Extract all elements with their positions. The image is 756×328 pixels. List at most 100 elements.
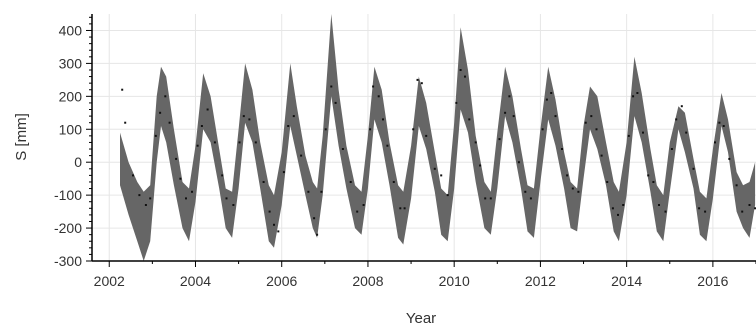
data-point: [664, 210, 667, 213]
data-point: [504, 111, 507, 114]
uncertainty-band: [120, 14, 756, 261]
data-point: [164, 95, 167, 98]
data-point: [320, 190, 323, 193]
data-point: [403, 207, 406, 210]
data-point: [273, 223, 275, 226]
data-point: [512, 115, 515, 118]
x-tick-label: 2002: [94, 273, 125, 289]
data-point: [334, 101, 337, 104]
x-tick-label: 2006: [266, 273, 297, 289]
data-point: [590, 115, 593, 118]
data-point: [524, 190, 527, 193]
data-point: [595, 128, 598, 131]
data-point: [561, 148, 563, 150]
data-point: [300, 154, 303, 157]
data-point: [692, 167, 695, 170]
data-point: [369, 128, 372, 131]
data-point: [754, 207, 756, 210]
data-point: [517, 161, 520, 164]
data-point: [221, 174, 224, 177]
data-point: [498, 138, 501, 141]
data-point: [440, 174, 443, 177]
data-point: [386, 144, 389, 147]
data-point: [541, 128, 544, 131]
data-point: [225, 197, 228, 200]
y-axis-title: S [mm]: [13, 113, 30, 161]
data-point: [324, 128, 327, 131]
data-point: [144, 204, 147, 206]
data-point: [185, 197, 187, 200]
y-tick-label: 300: [59, 55, 83, 71]
data-point: [191, 190, 193, 193]
data-point: [377, 95, 380, 98]
data-point: [307, 190, 310, 193]
x-tick-label: 2008: [352, 273, 383, 289]
data-point: [372, 85, 375, 88]
data-point: [728, 157, 731, 160]
data-point: [658, 204, 660, 206]
data-point: [735, 184, 738, 187]
data-point: [571, 187, 574, 190]
data-point: [632, 95, 635, 98]
x-tick-label: 2016: [697, 273, 728, 289]
data-point: [611, 207, 614, 210]
data-point: [362, 204, 365, 206]
y-tick-label: -100: [54, 187, 82, 203]
data-point: [704, 210, 707, 213]
data-point: [685, 131, 688, 134]
x-tick-label: 2010: [439, 273, 470, 289]
x-tick-label: 2012: [525, 273, 556, 289]
data-point: [232, 204, 235, 206]
x-axis-title: Year: [406, 310, 436, 327]
data-point: [399, 207, 402, 210]
data-point: [545, 98, 548, 101]
y-tick-label: 400: [59, 22, 83, 38]
data-point: [627, 134, 630, 137]
data-point: [282, 171, 285, 174]
data-point: [425, 134, 428, 137]
axes: [86, 14, 756, 267]
data-point: [132, 174, 134, 177]
data-point: [316, 233, 319, 236]
data-point: [464, 75, 466, 78]
data-point: [508, 95, 511, 98]
data-point: [138, 194, 141, 197]
data-point: [617, 213, 619, 216]
data-point: [392, 181, 395, 183]
data-point: [356, 210, 359, 213]
data-point: [652, 181, 655, 183]
data-point: [606, 181, 609, 183]
data-point: [382, 118, 384, 121]
data-point: [248, 118, 251, 121]
x-tick-label: 2014: [611, 273, 642, 289]
x-tick-label: 2004: [180, 273, 211, 289]
data-point: [647, 174, 650, 177]
data-point: [242, 115, 245, 118]
data-point: [600, 154, 603, 157]
data-point: [206, 108, 209, 111]
data-point: [121, 88, 124, 91]
data-point: [479, 164, 482, 167]
data-point: [566, 174, 569, 177]
data-point: [584, 121, 587, 124]
y-tick-label: -200: [54, 220, 82, 236]
data-point: [446, 194, 449, 197]
data-point: [718, 121, 721, 124]
data-point: [168, 121, 171, 124]
data-point: [670, 148, 673, 150]
data-point: [484, 197, 487, 200]
data-point: [277, 230, 280, 233]
data-point: [254, 141, 257, 144]
data-point: [550, 92, 553, 94]
data-point: [154, 134, 157, 137]
y-tick-label: -300: [54, 253, 82, 269]
data-point: [636, 92, 639, 94]
data-point: [554, 115, 557, 118]
data-point: [577, 190, 580, 193]
data-point: [159, 111, 162, 114]
data-point: [455, 101, 458, 104]
uncertainty-band-layer: [120, 14, 756, 261]
data-point: [149, 197, 152, 200]
data-point: [642, 131, 644, 134]
